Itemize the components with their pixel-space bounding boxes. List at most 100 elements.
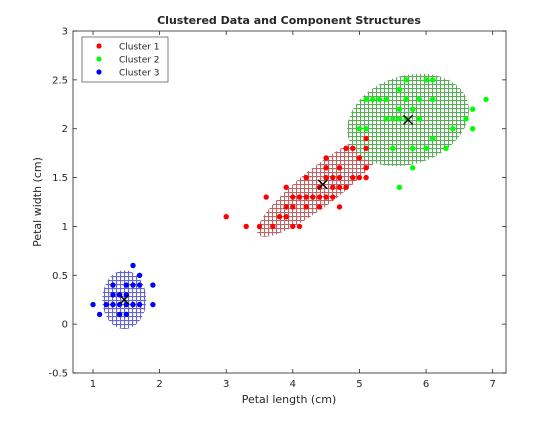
data-point-cluster-1 xyxy=(296,223,303,230)
data-point-cluster-2 xyxy=(416,116,423,122)
data-point-cluster-2 xyxy=(410,165,416,171)
legend: Cluster 1 Cluster 2 Cluster 3 xyxy=(81,36,169,83)
data-point-cluster-2 xyxy=(396,184,403,190)
axes: 1 2 3 4 5 6 7 -0.5 0 0.5 1 1.5 2 2.5 3 xyxy=(48,27,506,390)
data-point-cluster-1 xyxy=(283,184,289,190)
x-tick-label: 4 xyxy=(290,379,296,390)
data-point-cluster-2 xyxy=(423,77,429,83)
data-point-cluster-3 xyxy=(130,301,136,308)
data-point-cluster-1 xyxy=(350,145,356,151)
data-point-cluster-3 xyxy=(110,301,116,308)
data-point-cluster-1 xyxy=(356,155,363,161)
data-point-cluster-1 xyxy=(316,204,323,210)
data-point-cluster-1 xyxy=(243,223,249,230)
data-point-cluster-2 xyxy=(396,106,403,112)
data-point-cluster-1 xyxy=(290,194,296,200)
data-point-cluster-3 xyxy=(110,282,116,288)
centroid-marker-3 xyxy=(119,294,130,305)
data-point-cluster-1 xyxy=(330,174,336,181)
data-point-cluster-1 xyxy=(350,174,356,181)
centroid-markers xyxy=(119,114,414,305)
data-point-cluster-3 xyxy=(123,282,129,288)
centroid-marker-1 xyxy=(317,179,328,190)
data-point-cluster-1 xyxy=(343,184,349,190)
y-tick-label: 3 xyxy=(62,27,68,38)
data-point-cluster-1 xyxy=(296,194,303,200)
data-point-cluster-1 xyxy=(270,223,276,230)
x-tick-label: 7 xyxy=(489,379,495,390)
data-point-cluster-2 xyxy=(430,96,436,103)
y-tick-label: 1 xyxy=(62,222,68,233)
data-point-cluster-2 xyxy=(470,126,476,132)
x-axis-label: Petal length (cm) xyxy=(242,393,337,406)
data-point-cluster-1 xyxy=(363,135,369,142)
data-point-cluster-2 xyxy=(416,96,423,103)
data-point-cluster-2 xyxy=(483,96,489,103)
data-points xyxy=(90,77,489,318)
data-point-cluster-2 xyxy=(403,77,409,83)
data-point-cluster-1 xyxy=(303,174,309,181)
data-point-cluster-3 xyxy=(110,292,116,298)
data-point-cluster-1 xyxy=(283,204,289,210)
data-point-cluster-1 xyxy=(330,184,336,190)
centroid-marker-2 xyxy=(403,114,414,125)
data-point-cluster-1 xyxy=(276,214,283,220)
data-point-cluster-2 xyxy=(396,86,403,93)
data-point-cluster-1 xyxy=(323,174,329,181)
data-point-cluster-3 xyxy=(90,301,96,308)
data-point-cluster-1 xyxy=(323,194,329,200)
data-point-cluster-1 xyxy=(323,165,329,171)
data-point-cluster-2 xyxy=(470,106,476,112)
data-point-cluster-3 xyxy=(136,272,143,278)
data-point-cluster-1 xyxy=(356,174,363,181)
data-point-cluster-1 xyxy=(263,194,269,200)
data-point-cluster-3 xyxy=(150,282,156,288)
data-point-cluster-3 xyxy=(130,282,136,288)
data-point-cluster-2 xyxy=(410,106,416,112)
y-tick-label: 0 xyxy=(62,320,68,331)
x-tick-label: 5 xyxy=(356,379,362,390)
data-point-cluster-1 xyxy=(290,223,296,230)
data-point-cluster-1 xyxy=(330,194,336,200)
data-point-cluster-3 xyxy=(150,301,156,308)
data-point-cluster-2 xyxy=(430,77,436,83)
data-point-cluster-2 xyxy=(423,145,429,151)
data-point-cluster-2 xyxy=(410,145,416,151)
data-point-cluster-1 xyxy=(303,194,309,200)
data-point-cluster-1 xyxy=(316,194,323,200)
data-point-cluster-1 xyxy=(323,155,329,161)
y-tick-label: 0.5 xyxy=(52,271,68,282)
legend-marker-cluster-3 xyxy=(96,69,102,75)
data-point-cluster-1 xyxy=(343,145,349,151)
data-point-cluster-2 xyxy=(363,126,369,132)
x-tick-label: 2 xyxy=(156,379,162,390)
data-point-cluster-3 xyxy=(96,311,103,318)
x-tick-label: 3 xyxy=(223,379,229,390)
data-point-cluster-1 xyxy=(363,165,369,171)
data-point-cluster-2 xyxy=(450,126,456,132)
data-point-cluster-2 xyxy=(376,96,383,103)
legend-label-cluster-1: Cluster 1 xyxy=(119,43,160,53)
x-tick-label: 1 xyxy=(90,379,96,390)
data-point-cluster-1 xyxy=(363,145,369,151)
data-point-cluster-2 xyxy=(430,135,436,142)
data-point-cluster-1 xyxy=(336,165,343,171)
data-point-cluster-1 xyxy=(223,214,229,220)
chart-title: Clustered Data and Component Structures xyxy=(157,14,421,27)
x-tick-label: 6 xyxy=(423,379,429,390)
data-point-cluster-2 xyxy=(443,145,449,151)
data-point-cluster-1 xyxy=(336,204,343,210)
data-point-cluster-2 xyxy=(363,96,369,103)
y-tick-label: 2.5 xyxy=(52,75,68,86)
data-point-cluster-2 xyxy=(383,116,389,122)
data-point-cluster-2 xyxy=(356,126,363,132)
data-point-cluster-1 xyxy=(303,204,309,210)
y-tick-label: 1.5 xyxy=(52,173,68,184)
data-point-cluster-1 xyxy=(310,194,316,200)
data-point-cluster-1 xyxy=(336,184,343,190)
data-point-cluster-2 xyxy=(396,116,403,122)
legend-label-cluster-2: Cluster 2 xyxy=(119,56,160,66)
data-point-cluster-1 xyxy=(363,174,369,181)
data-point-cluster-3 xyxy=(123,311,129,318)
